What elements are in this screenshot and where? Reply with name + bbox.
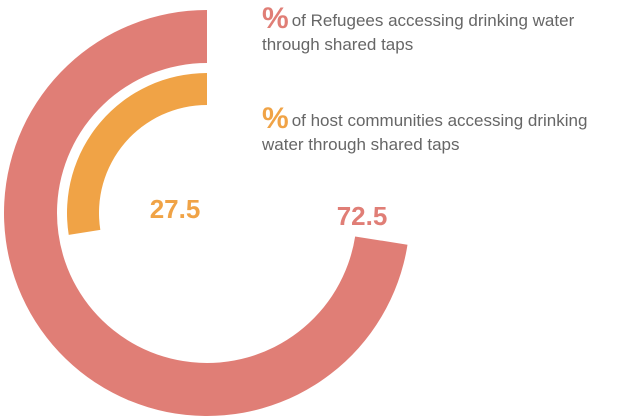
refugees-value-label: 72.5 bbox=[337, 201, 388, 231]
percent-symbol-icon: % bbox=[262, 2, 289, 35]
percent-symbol-icon: % bbox=[262, 102, 289, 135]
legend-label-host-communities: of host communities accessing drinking w… bbox=[262, 111, 588, 154]
host-value-label: 27.5 bbox=[150, 194, 201, 224]
host-ring-arc bbox=[66, 73, 207, 235]
legend-label-refugees: of Refugees accessing drinking water thr… bbox=[262, 11, 575, 54]
legend-item-refugees: % of Refugees accessing drinking water th… bbox=[262, 4, 632, 57]
legend-item-host-communities: % of host communities accessing drinking … bbox=[262, 104, 632, 157]
